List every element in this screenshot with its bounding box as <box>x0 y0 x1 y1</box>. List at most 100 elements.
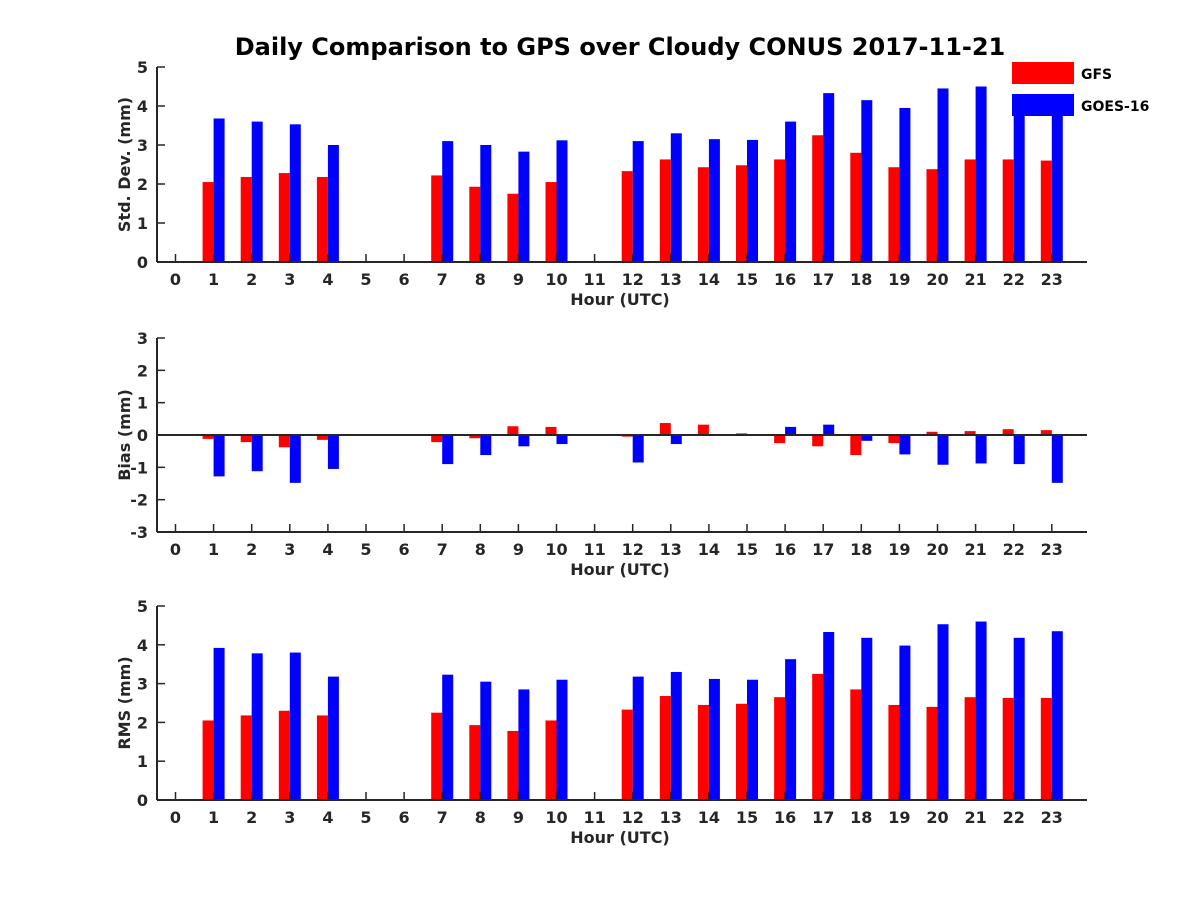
bar-bias-gfs-9 <box>507 426 519 435</box>
x-tick-label-bias-13: 13 <box>660 540 682 559</box>
y-axis-label-bias: Bias (mm) <box>115 389 134 481</box>
x-tick-label-std-20: 20 <box>926 270 948 289</box>
x-tick-label-std-15: 15 <box>736 270 758 289</box>
legend: GFS GOES-16 <box>1012 62 1149 116</box>
bar-bias-gfs-22 <box>1002 429 1014 435</box>
bar-rms-gfs-3 <box>278 710 290 800</box>
bar-std-gfs-1 <box>202 182 214 262</box>
bar-bias-goes-16-4 <box>327 435 339 469</box>
x-tick-label-std-21: 21 <box>964 270 986 289</box>
x-tick-label-bias-2: 2 <box>246 540 257 559</box>
bar-std-goes-16-23 <box>1051 109 1063 263</box>
x-tick-label-bias-22: 22 <box>1003 540 1025 559</box>
bar-bias-goes-16-9 <box>518 435 530 447</box>
bar-rms-goes-16-17 <box>823 631 835 800</box>
legend-swatch-gfs <box>1012 62 1074 84</box>
x-tick-label-rms-1: 1 <box>208 808 219 827</box>
bar-rms-goes-16-12 <box>632 676 644 800</box>
x-tick-label-std-7: 7 <box>437 270 448 289</box>
bar-rms-gfs-1 <box>202 720 214 800</box>
bar-std-gfs-18 <box>850 152 862 262</box>
x-tick-label-rms-5: 5 <box>360 808 371 827</box>
x-tick-label-rms-16: 16 <box>774 808 796 827</box>
bar-rms-gfs-14 <box>697 704 709 800</box>
bar-bias-goes-16-19 <box>899 435 911 455</box>
x-tick-label-rms-21: 21 <box>964 808 986 827</box>
bar-std-gfs-16 <box>774 159 786 262</box>
x-tick-label-rms-15: 15 <box>736 808 758 827</box>
x-tick-label-std-9: 9 <box>513 270 524 289</box>
bar-bias-goes-16-20 <box>937 435 949 465</box>
x-tick-label-bias-5: 5 <box>360 540 371 559</box>
bar-bias-gfs-10 <box>545 426 557 435</box>
x-tick-label-std-13: 13 <box>660 270 682 289</box>
x-tick-label-std-11: 11 <box>583 270 605 289</box>
x-tick-label-std-8: 8 <box>475 270 486 289</box>
bar-rms-goes-16-16 <box>785 659 797 800</box>
bar-bias-gfs-13 <box>659 423 671 435</box>
x-axis-label-bias: Hour (UTC) <box>570 560 670 579</box>
bar-std-goes-16-10 <box>556 140 568 262</box>
bar-std-goes-16-17 <box>823 93 835 262</box>
x-tick-label-rms-12: 12 <box>622 808 644 827</box>
bar-bias-gfs-19 <box>888 435 900 444</box>
x-tick-label-rms-23: 23 <box>1041 808 1063 827</box>
bar-std-gfs-14 <box>697 167 709 262</box>
bar-bias-goes-16-18 <box>861 435 873 441</box>
x-tick-label-bias-3: 3 <box>284 540 295 559</box>
bar-std-goes-16-4 <box>327 145 339 262</box>
bar-std-goes-16-7 <box>442 141 454 262</box>
x-tick-label-rms-7: 7 <box>437 808 448 827</box>
x-tick-label-rms-6: 6 <box>399 808 410 827</box>
bar-rms-goes-16-15 <box>747 679 758 800</box>
bar-rms-goes-16-20 <box>937 624 949 800</box>
bar-std-goes-16-19 <box>899 107 911 262</box>
bar-std-gfs-20 <box>926 169 938 262</box>
bar-rms-gfs-22 <box>1002 697 1014 800</box>
bar-std-goes-16-16 <box>785 121 797 262</box>
bar-std-gfs-19 <box>888 167 900 262</box>
x-tick-label-rms-4: 4 <box>322 808 333 827</box>
bar-rms-gfs-19 <box>888 704 900 800</box>
x-tick-label-std-0: 0 <box>170 270 181 289</box>
bar-rms-gfs-13 <box>659 696 671 800</box>
bar-rms-gfs-15 <box>736 703 747 800</box>
bar-bias-gfs-20 <box>926 431 938 435</box>
x-tick-label-bias-15: 15 <box>736 540 758 559</box>
bar-bias-goes-16-8 <box>480 435 492 456</box>
bar-rms-gfs-2 <box>240 715 252 800</box>
bar-bias-goes-16-22 <box>1013 435 1025 465</box>
x-tick-label-std-23: 23 <box>1041 270 1063 289</box>
bar-rms-gfs-4 <box>316 715 328 800</box>
bar-bias-gfs-16 <box>774 435 786 444</box>
bar-bias-gfs-23 <box>1040 430 1052 435</box>
bar-bias-gfs-21 <box>964 431 976 435</box>
y-tick-label-bias-0: 0 <box>137 426 148 445</box>
y-tick-label-rms-2: 2 <box>137 713 148 732</box>
x-tick-label-rms-10: 10 <box>545 808 567 827</box>
bar-rms-gfs-9 <box>507 730 519 800</box>
y-tick-label-std-3: 3 <box>137 136 148 155</box>
x-tick-label-rms-8: 8 <box>475 808 486 827</box>
bar-bias-goes-16-7 <box>442 435 454 465</box>
y-tick-label-bias-1: 1 <box>137 394 148 413</box>
bar-std-goes-16-9 <box>518 151 530 262</box>
bar-bias-goes-16-13 <box>670 435 682 445</box>
x-tick-label-bias-7: 7 <box>437 540 448 559</box>
bar-bias-goes-16-21 <box>975 435 987 464</box>
x-tick-label-rms-3: 3 <box>284 808 295 827</box>
x-tick-label-bias-23: 23 <box>1041 540 1063 559</box>
bar-std-gfs-7 <box>431 175 443 262</box>
x-tick-label-bias-8: 8 <box>475 540 486 559</box>
y-tick-label-bias--2: -2 <box>130 491 148 510</box>
y-tick-label-std-0: 0 <box>137 253 148 272</box>
y-tick-label-rms-0: 0 <box>137 791 148 810</box>
bar-std-gfs-22 <box>1002 159 1014 262</box>
bar-std-goes-16-3 <box>289 124 301 262</box>
bar-rms-goes-16-18 <box>861 637 873 800</box>
bar-bias-goes-16-10 <box>556 435 568 445</box>
bar-std-gfs-21 <box>964 159 976 262</box>
bar-bias-goes-16-2 <box>251 435 263 472</box>
bar-std-gfs-4 <box>316 176 328 262</box>
